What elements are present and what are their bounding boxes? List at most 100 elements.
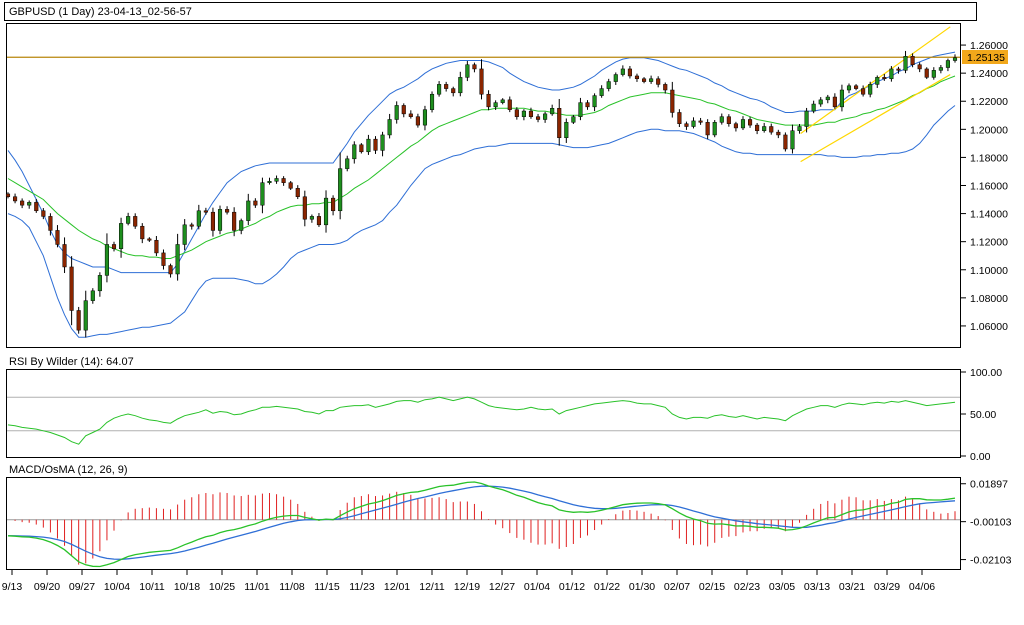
candle — [599, 85, 604, 98]
bearish-candle-body — [748, 119, 753, 126]
bearish-candle-body — [316, 216, 322, 226]
candle — [147, 237, 152, 242]
candle — [472, 62, 477, 73]
candle — [97, 272, 102, 297]
macd-tick-label: -0.00103 — [970, 517, 1012, 529]
bearish-candle-body — [34, 202, 39, 212]
bullish-candle-body — [945, 60, 950, 68]
rsi-indicator — [7, 396, 960, 445]
candle — [41, 208, 46, 220]
price-tick-label: 1.24000 — [970, 68, 1008, 80]
candle — [818, 97, 823, 107]
date-tick-label: 9/13 — [2, 581, 23, 593]
bullish-candle-body — [521, 110, 526, 117]
candle — [309, 214, 314, 223]
candle — [444, 81, 449, 92]
bullish-candle-body — [875, 77, 880, 85]
bullish-candle-body — [931, 70, 936, 78]
bearish-candle-body — [451, 88, 456, 94]
candle — [48, 213, 53, 236]
candle — [217, 205, 223, 235]
candle — [762, 122, 767, 133]
candle — [119, 217, 124, 258]
candle — [514, 107, 519, 120]
bearish-candle-body — [832, 96, 837, 108]
lower-bollinger-band — [7, 105, 956, 338]
candle — [76, 306, 81, 334]
candle — [104, 233, 109, 283]
date-tick-label: 10/11 — [139, 581, 165, 593]
bullish-candle-body — [119, 223, 124, 249]
date-tick-label: 09/20 — [34, 581, 60, 593]
price-tick-label: 1.10000 — [970, 265, 1008, 277]
candle — [832, 93, 837, 109]
date-tick-label: 02/15 — [699, 581, 725, 593]
bullish-candle-body — [83, 300, 88, 331]
bearish-candle-body — [76, 310, 81, 331]
candle — [493, 100, 498, 111]
bearish-candle-body — [514, 109, 519, 117]
date-tick-label: 01/04 — [524, 581, 550, 593]
bearish-candle-body — [133, 216, 138, 227]
candle — [295, 185, 300, 200]
bearish-candle-body — [444, 84, 449, 89]
bearish-candle-body — [168, 265, 173, 275]
bearish-candle-body — [755, 124, 760, 131]
date-tick-label: 10/18 — [174, 581, 200, 593]
bullish-candle-body — [691, 120, 696, 127]
bullish-candle-body — [458, 77, 463, 94]
candle — [670, 81, 675, 118]
candle — [366, 134, 371, 155]
candle — [34, 198, 39, 213]
channel-lower-line — [800, 74, 951, 163]
bearish-candle-body — [189, 224, 194, 227]
candle — [684, 121, 689, 130]
bullish-candle-body — [818, 99, 823, 105]
candle — [401, 103, 406, 118]
price-tick-label: 1.14000 — [970, 209, 1008, 221]
bearish-candle-body — [111, 244, 117, 249]
bearish-candle-body — [486, 93, 491, 108]
bullish-candle-body — [323, 197, 329, 226]
bearish-candle-body — [288, 182, 293, 189]
price-tick-label: 1.26000 — [970, 40, 1008, 52]
bullish-candle-body — [338, 168, 343, 212]
candle — [69, 256, 74, 326]
bullish-candle-body — [839, 89, 844, 108]
candle — [528, 107, 534, 119]
candle — [111, 241, 117, 252]
candle — [210, 207, 215, 237]
candle — [521, 109, 526, 121]
candle — [740, 116, 746, 131]
bearish-candle-body — [776, 131, 781, 136]
candle — [486, 90, 491, 111]
candle — [748, 116, 753, 128]
candle — [253, 198, 258, 208]
bullish-candle-body — [217, 209, 223, 231]
bullish-candle-body — [952, 57, 958, 61]
date-tick-label: 02/23 — [734, 581, 760, 593]
bearish-candle-body — [472, 64, 477, 70]
bullish-candle-body — [868, 84, 873, 95]
candle — [705, 119, 710, 140]
bullish-candle-body — [437, 84, 442, 95]
bullish-candle-body — [366, 138, 371, 153]
bearish-candle-body — [896, 68, 901, 71]
bearish-candle-body — [924, 68, 929, 78]
candle — [931, 67, 936, 80]
candle — [776, 129, 781, 139]
bullish-candle-body — [90, 290, 95, 301]
bearish-candle-body — [140, 225, 145, 240]
bullish-candle-body — [126, 216, 131, 224]
price-tick-label: 1.12000 — [970, 237, 1008, 249]
price-y-axis: 1.26000 1.24000 1.22000 1.20000 1.18000 1.160… — [961, 40, 1008, 333]
date-tick-label: 11/01 — [244, 581, 270, 593]
candle — [465, 61, 470, 82]
bearish-candle-body — [854, 85, 859, 89]
candle — [55, 225, 60, 248]
bullish-candle-body — [246, 200, 251, 221]
date-tick-label: 01/22 — [594, 581, 620, 593]
bullish-candle-body — [309, 216, 314, 220]
bearish-candle-body — [535, 116, 541, 120]
